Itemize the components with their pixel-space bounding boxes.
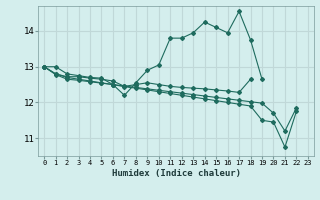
- X-axis label: Humidex (Indice chaleur): Humidex (Indice chaleur): [111, 169, 241, 178]
